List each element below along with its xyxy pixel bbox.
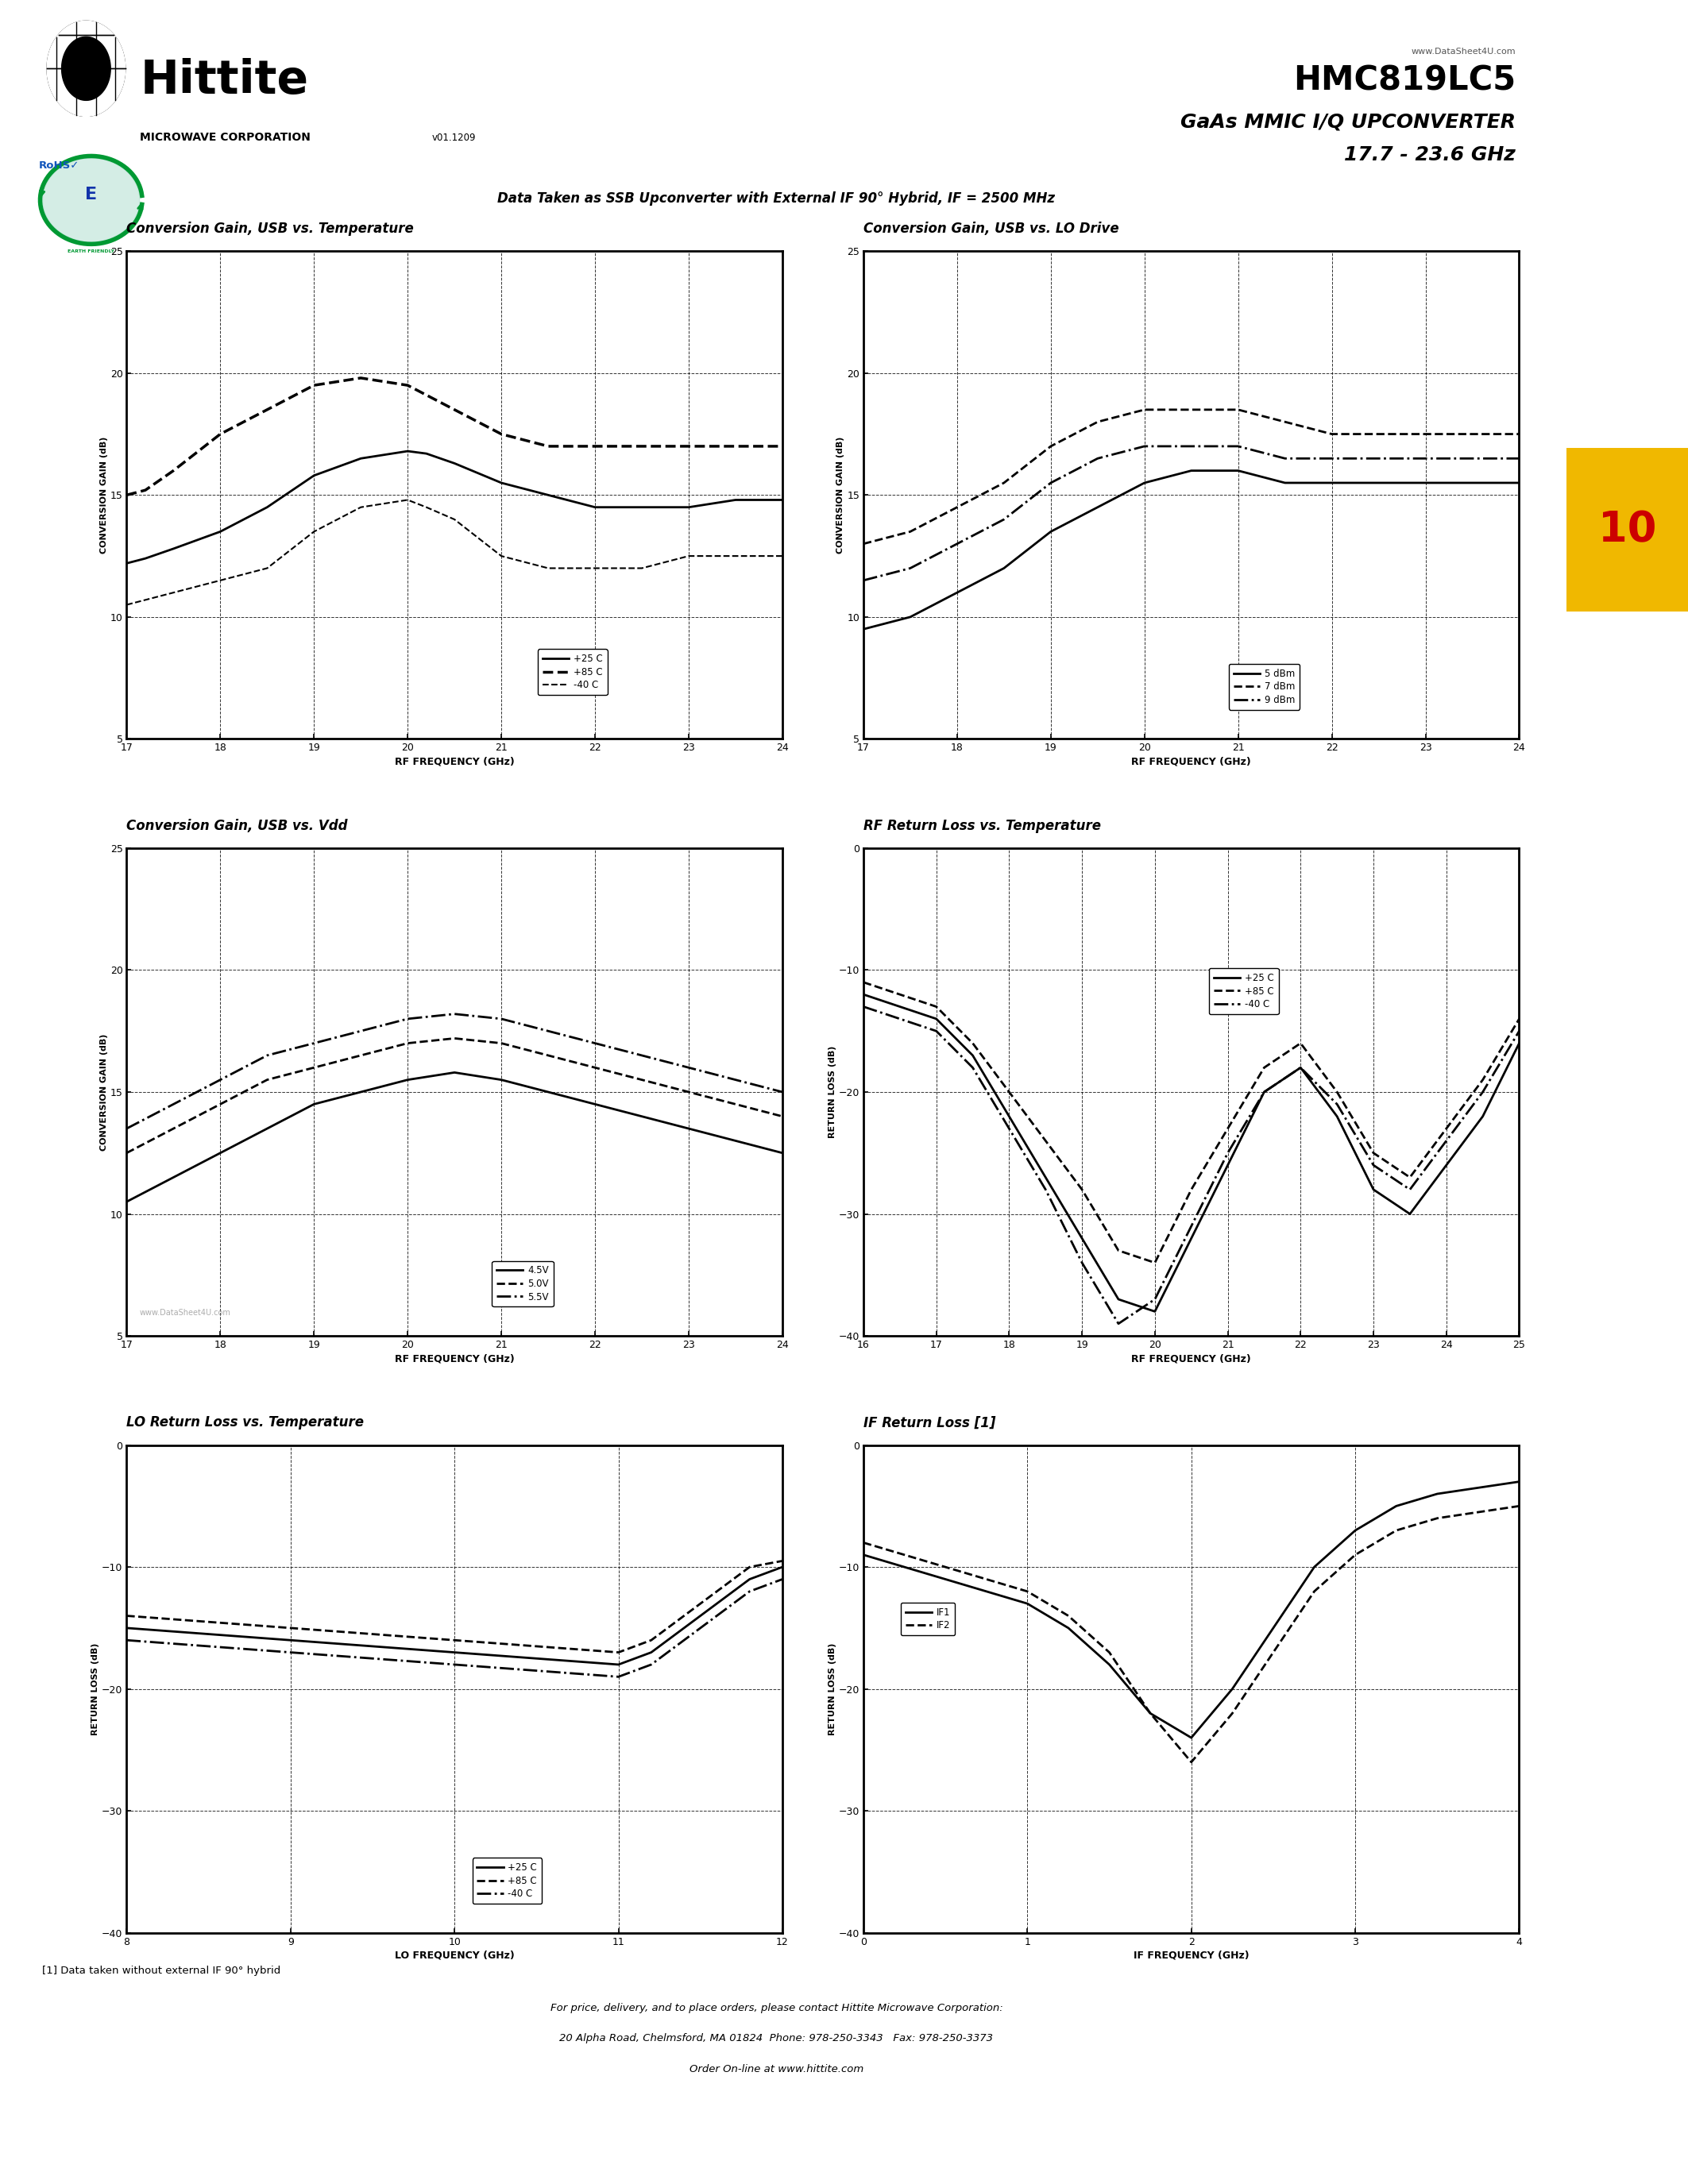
Text: www.DataSheet4U.com: www.DataSheet4U.com <box>1411 48 1516 57</box>
Text: MIXERS - I/Q MIXERS, IRMS & RECEIVERS - SMT: MIXERS - I/Q MIXERS, IRMS & RECEIVERS - … <box>1622 1214 1632 1494</box>
Polygon shape <box>47 22 125 116</box>
Legend: 5 dBm, 7 dBm, 9 dBm: 5 dBm, 7 dBm, 9 dBm <box>1229 664 1300 710</box>
X-axis label: RF FREQUENCY (GHz): RF FREQUENCY (GHz) <box>1131 756 1251 767</box>
X-axis label: RF FREQUENCY (GHz): RF FREQUENCY (GHz) <box>1131 1354 1251 1363</box>
Text: Conversion Gain, USB vs. LO Drive: Conversion Gain, USB vs. LO Drive <box>864 221 1119 236</box>
Polygon shape <box>62 37 111 100</box>
Text: MICROWAVE CORPORATION: MICROWAVE CORPORATION <box>140 131 311 144</box>
Polygon shape <box>42 157 140 242</box>
Legend: +25 C, +85 C, -40 C: +25 C, +85 C, -40 C <box>473 1859 542 1904</box>
Y-axis label: CONVERSION GAIN (dB): CONVERSION GAIN (dB) <box>837 437 844 553</box>
Text: RoHS✓: RoHS✓ <box>39 162 79 170</box>
Text: HMC819LC5: HMC819LC5 <box>1293 63 1516 98</box>
Text: E: E <box>84 188 98 203</box>
Text: www.DataSheet4U.com: www.DataSheet4U.com <box>140 1308 231 1317</box>
Text: Order On-line at www.hittite.com: Order On-line at www.hittite.com <box>689 2064 864 2075</box>
Text: 10: 10 <box>1599 509 1656 550</box>
Text: LO Return Loss vs. Temperature: LO Return Loss vs. Temperature <box>127 1415 365 1431</box>
Legend: 4.5V, 5.0V, 5.5V: 4.5V, 5.0V, 5.5V <box>491 1260 554 1306</box>
Y-axis label: RETURN LOSS (dB): RETURN LOSS (dB) <box>91 1642 100 1734</box>
X-axis label: RF FREQUENCY (GHz): RF FREQUENCY (GHz) <box>395 756 515 767</box>
Legend: IF1, IF2: IF1, IF2 <box>901 1603 955 1636</box>
Legend: +25 C, +85 C, -40 C: +25 C, +85 C, -40 C <box>1209 968 1278 1013</box>
Text: 20 Alpha Road, Chelmsford, MA 01824  Phone: 978-250-3343   Fax: 978-250-3373: 20 Alpha Road, Chelmsford, MA 01824 Phon… <box>560 2033 993 2044</box>
Text: RF Return Loss vs. Temperature: RF Return Loss vs. Temperature <box>864 819 1101 832</box>
Bar <box>1566 448 1688 612</box>
X-axis label: IF FREQUENCY (GHz): IF FREQUENCY (GHz) <box>1133 1950 1249 1961</box>
Text: IF Return Loss [1]: IF Return Loss [1] <box>864 1415 996 1431</box>
Text: For price, delivery, and to place orders, please contact Hittite Microwave Corpo: For price, delivery, and to place orders… <box>550 2003 1003 2014</box>
Text: [1] Data taken without external IF 90° hybrid: [1] Data taken without external IF 90° h… <box>42 1966 280 1977</box>
Text: 17.7 - 23.6 GHz: 17.7 - 23.6 GHz <box>1344 146 1516 164</box>
Text: Conversion Gain, USB vs. Vdd: Conversion Gain, USB vs. Vdd <box>127 819 348 832</box>
Y-axis label: RETURN LOSS (dB): RETURN LOSS (dB) <box>829 1046 836 1138</box>
X-axis label: LO FREQUENCY (GHz): LO FREQUENCY (GHz) <box>395 1950 515 1961</box>
Text: v01.1209: v01.1209 <box>432 133 476 142</box>
Legend: +25 C, +85 C, -40 C: +25 C, +85 C, -40 C <box>538 649 608 695</box>
Y-axis label: RETURN LOSS (dB): RETURN LOSS (dB) <box>829 1642 836 1734</box>
Text: 10 - 371: 10 - 371 <box>1602 2118 1653 2129</box>
X-axis label: RF FREQUENCY (GHz): RF FREQUENCY (GHz) <box>395 1354 515 1363</box>
Y-axis label: CONVERSION GAIN (dB): CONVERSION GAIN (dB) <box>100 1033 108 1151</box>
Text: Data Taken as SSB Upconverter with External IF 90° Hybrid, IF = 2500 MHz: Data Taken as SSB Upconverter with Exter… <box>498 192 1055 205</box>
Text: Conversion Gain, USB vs. Temperature: Conversion Gain, USB vs. Temperature <box>127 221 414 236</box>
Polygon shape <box>47 22 125 116</box>
Text: GaAs MMIC I/Q UPCONVERTER: GaAs MMIC I/Q UPCONVERTER <box>1180 114 1516 131</box>
Text: Hittite: Hittite <box>140 59 309 103</box>
Text: EARTH FRIENDLY: EARTH FRIENDLY <box>68 249 115 253</box>
Y-axis label: CONVERSION GAIN (dB): CONVERSION GAIN (dB) <box>100 437 108 553</box>
